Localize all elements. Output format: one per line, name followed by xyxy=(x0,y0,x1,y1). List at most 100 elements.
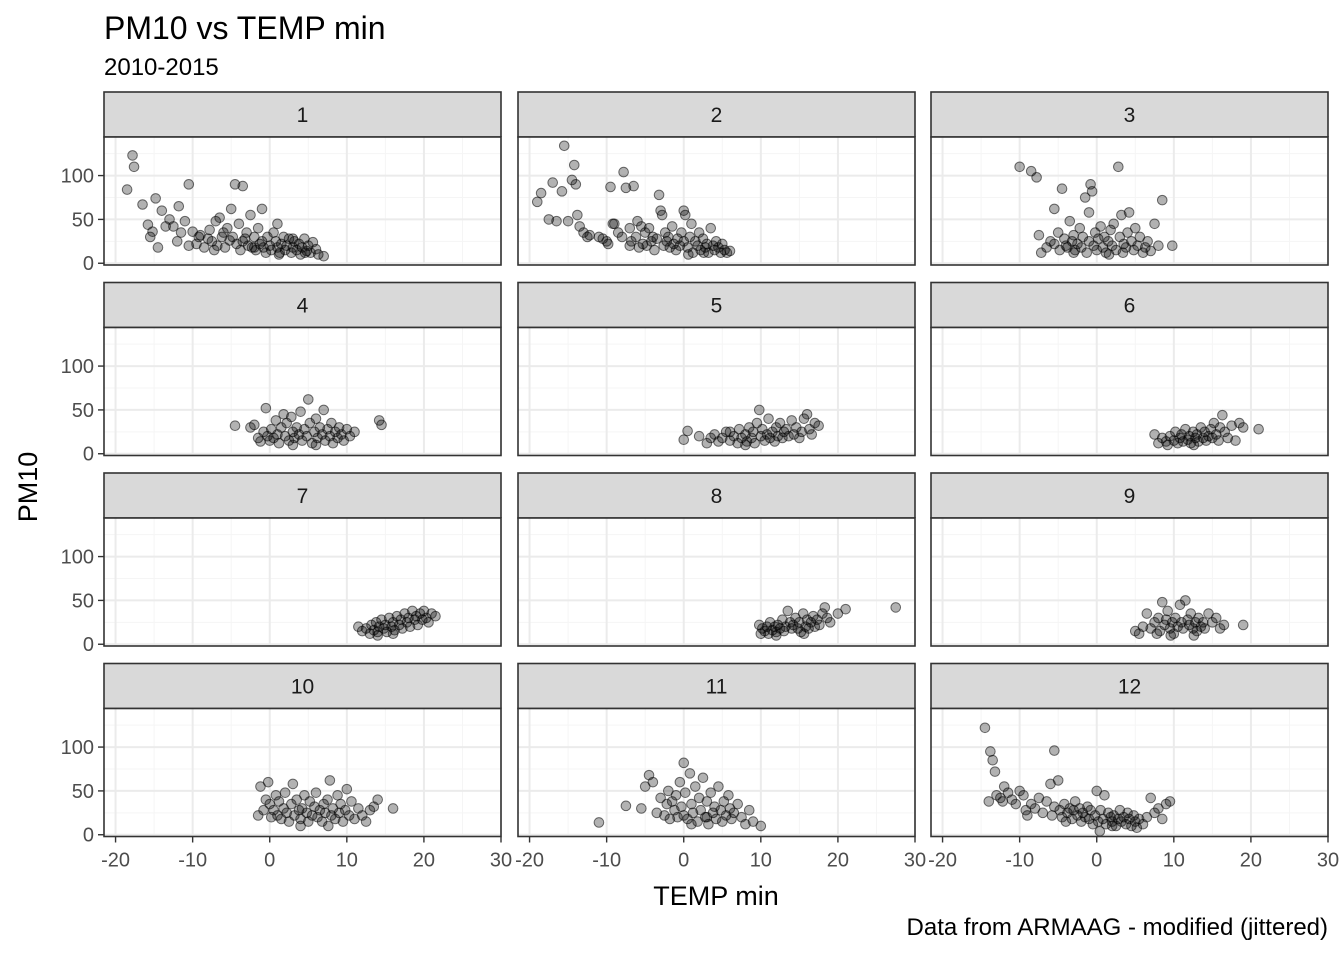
data-point xyxy=(1226,420,1237,431)
data-point xyxy=(349,426,360,438)
data-point xyxy=(740,439,751,451)
data-point xyxy=(743,804,755,816)
facet-strip xyxy=(930,91,1329,138)
data-point xyxy=(562,215,574,227)
data-point xyxy=(602,238,614,250)
data-point xyxy=(551,215,562,227)
data-point xyxy=(647,776,659,788)
data-point xyxy=(724,426,736,438)
data-point xyxy=(659,810,670,821)
data-point xyxy=(979,722,991,734)
data-point xyxy=(301,807,313,819)
data-point xyxy=(310,439,322,451)
panel-background xyxy=(518,518,915,646)
facet-strip-label: 7 xyxy=(297,485,309,508)
data-point xyxy=(1049,745,1060,756)
data-point xyxy=(710,236,722,247)
data-point xyxy=(693,430,705,442)
data-point xyxy=(1199,623,1210,634)
data-point xyxy=(574,221,585,232)
panel-border xyxy=(930,517,1329,647)
data-point xyxy=(653,189,665,201)
panel-background xyxy=(518,137,915,265)
data-point xyxy=(1068,247,1079,259)
chart-title: PM10 vs TEMP min xyxy=(104,10,386,46)
chart-subtitle: 2010-2015 xyxy=(104,54,219,81)
data-point xyxy=(360,816,372,827)
facet-strip-label: 9 xyxy=(1124,485,1136,508)
data-point xyxy=(229,420,241,431)
y-tick-label: 0 xyxy=(83,634,94,656)
data-point xyxy=(1060,816,1072,827)
data-point xyxy=(1117,247,1129,259)
facet-strip-label: 3 xyxy=(1124,104,1136,127)
facet-strip-label: 11 xyxy=(706,676,728,699)
data-point xyxy=(616,231,628,243)
data-point xyxy=(1105,224,1116,236)
x-tick-label: 30 xyxy=(1317,850,1339,872)
data-point xyxy=(806,429,818,440)
data-point xyxy=(890,602,902,613)
data-point xyxy=(797,608,809,619)
data-point xyxy=(1237,619,1249,631)
data-point xyxy=(302,394,314,405)
data-point xyxy=(716,432,728,444)
facet-strip xyxy=(930,281,1329,329)
data-point xyxy=(1103,249,1115,260)
panel-background xyxy=(931,708,1328,837)
panel-border xyxy=(930,326,1329,457)
data-point xyxy=(1237,422,1249,433)
data-point xyxy=(556,186,568,197)
data-point xyxy=(609,218,620,230)
data-point xyxy=(628,180,639,192)
data-point xyxy=(774,417,786,429)
x-tick-label: 20 xyxy=(827,850,849,872)
y-tick-label: 0 xyxy=(83,825,94,847)
data-point xyxy=(624,240,636,252)
data-point xyxy=(183,179,195,190)
data-point xyxy=(1145,792,1156,804)
facet-panel-12: 12 -20 -10 0 10 20 30 xyxy=(928,662,1339,872)
data-point xyxy=(698,247,710,259)
data-point xyxy=(212,240,223,252)
x-tick-label: -20 xyxy=(515,850,544,872)
facet-panel-6: 6 xyxy=(930,281,1329,457)
data-point xyxy=(1113,161,1124,173)
data-point xyxy=(535,187,547,199)
data-point xyxy=(152,242,164,253)
data-point xyxy=(777,432,788,444)
panel-border xyxy=(517,707,916,838)
data-point xyxy=(636,803,647,814)
facet-strip xyxy=(517,281,916,329)
data-point xyxy=(683,249,694,260)
data-point xyxy=(1106,820,1118,832)
data-point xyxy=(1140,242,1151,253)
data-point xyxy=(676,801,687,812)
data-point xyxy=(1253,423,1264,435)
data-point xyxy=(268,804,279,816)
x-tick-label: 0 xyxy=(264,850,275,872)
data-point xyxy=(630,231,642,243)
data-point xyxy=(1033,229,1045,241)
x-tick-label: 20 xyxy=(413,850,435,872)
data-point xyxy=(225,203,237,215)
data-point xyxy=(618,166,629,178)
data-point xyxy=(1056,183,1068,195)
x-tick-label: -10 xyxy=(1005,850,1034,872)
data-point xyxy=(360,623,372,634)
y-axis-title: PM10 xyxy=(13,452,43,523)
data-point xyxy=(1188,630,1200,641)
data-point xyxy=(558,140,570,152)
y-tick-label: 50 xyxy=(72,209,94,231)
data-point xyxy=(656,209,668,221)
data-point xyxy=(1018,789,1029,801)
data-point xyxy=(1049,801,1060,812)
data-point xyxy=(314,804,326,816)
data-point xyxy=(295,406,306,417)
data-point xyxy=(989,766,1001,777)
facet-panel-3: 3 xyxy=(930,91,1329,266)
data-point xyxy=(753,404,765,416)
data-point xyxy=(324,775,336,786)
data-point xyxy=(237,180,249,192)
